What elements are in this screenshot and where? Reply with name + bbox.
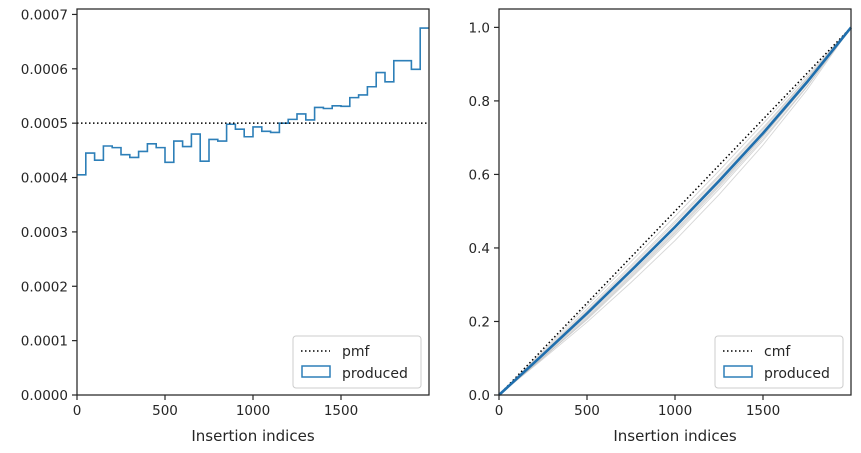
cmf-legend-produced-swatch [723,365,753,378]
cmf-x-tick-label: 1500 [746,403,780,419]
cmf-y-tick-label: 1.0 [469,20,490,36]
histogram-x-axis-ticks: 0 500 1000 1500 [73,395,358,419]
histogram-y-tick-label: 0.0001 [21,334,68,350]
cmf-bootstrap-curve [498,27,852,396]
histogram-legend-produced-swatch [301,365,331,378]
histogram-legend-box [292,335,422,389]
cmf-legend-cmf-label: cmf [764,344,791,360]
cmf-x-tick-label: 500 [574,403,600,419]
cmf-bootstrap-curve [498,27,852,396]
histogram-x-tick-label: 1000 [236,403,270,419]
cmf-bootstrap-curve [498,27,852,396]
cmf-x-tick-label: 0 [495,403,504,419]
histogram-x-tick-label: 500 [152,403,178,419]
histogram-panel: 0 500 1000 1500 0.00000.00010.00020.00030.0… [21,7,430,445]
cmf-y-tick-label: 0.0 [469,388,490,404]
cmf-bootstrap-curve [498,27,852,396]
histogram-y-axis-ticks: 0.0000 0.0001 0.0002 0.0003 0.0004 0.0005 0.00… [21,7,77,404]
histogram-x-tick-label: 0 [73,403,82,419]
cmf-reference-line [498,26,852,396]
cmf-x-axis-label: Insertion indices [613,427,736,445]
cmf-marks [498,26,853,396]
histogram-marks [77,27,429,176]
histogram-y-tick-label: 0.0003 [21,225,68,241]
cmf-legend-produced-label: produced [764,366,830,382]
histogram-legend-produced-label: produced [342,366,408,382]
cmf-legend: cmf produced [714,335,844,389]
cmf-produced-line [498,26,853,396]
histogram-x-axis-label: Insertion indices [191,427,314,445]
cmf-plot-background [499,9,851,395]
histogram-y-tick-label: 0.0000 [21,388,68,404]
cmf-x-tick-label: 1000 [658,403,692,419]
histogram-legend-pmf-label: pmf [342,344,371,360]
cmf-y-tick-label: 0.4 [469,241,490,257]
cmf-bootstrap-curve [498,27,852,396]
cmf-y-tick-label: 0.6 [469,167,490,183]
cmf-y-axis-ticks: 0.0 0.2 0.4 0.6 0.8 1.0 [469,20,499,404]
histogram-y-tick-label: 0.0004 [21,171,68,187]
histogram-y-tick-label: 0.0006 [21,62,68,78]
histogram-produced-step [77,27,429,176]
histogram-y-tick-label: 0.0007 [21,7,68,23]
cmf-x-axis-ticks: 0 500 1000 1500 [495,395,780,419]
cmf-legend-box [714,335,844,389]
histogram-y-tick-label: 0.0002 [21,279,68,295]
cmf-y-tick-label: 0.8 [469,94,490,110]
histogram-x-tick-label: 1500 [324,403,358,419]
histogram-plot-background [77,9,429,395]
cmf-y-tick-label: 0.2 [469,314,490,330]
cmf-panel: 0 500 1000 1500 0.0 0.2 0.4 0.6 0.8 1.0 Insertio… [469,8,853,445]
histogram-y-tick-label: 0.0005 [21,116,68,132]
histogram-legend: pmf produced [292,335,422,389]
